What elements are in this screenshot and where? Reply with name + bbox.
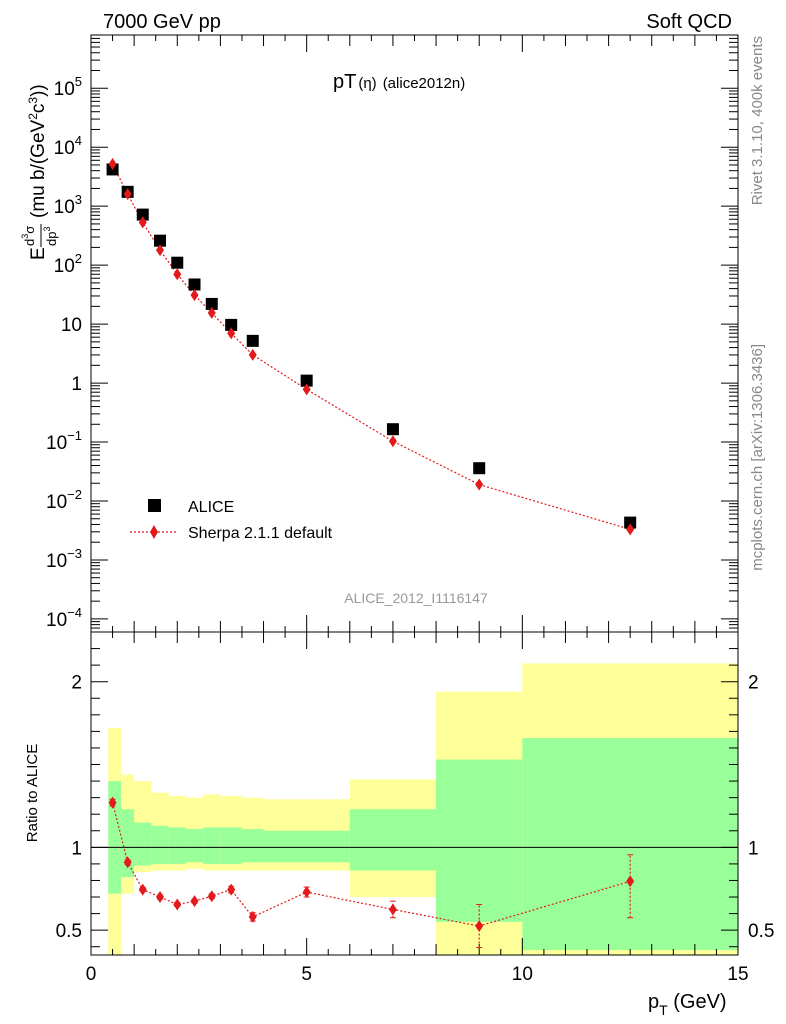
ratio-point [156,891,165,904]
main-y-axis-label: E d3σ dp3 (mu b/(GeV2c3)) [20,84,59,260]
y-tick-label: 10−2 [46,487,82,513]
x-axis: 0 5 10 15 [86,35,749,985]
ratio-y-axis: 0.5 0.5 1 1 2 2 [56,648,774,948]
y-tick-label: 10−3 [46,546,82,572]
mcplots-label: mcplots.cern.ch [arXiv:1306.3436] [749,344,766,571]
mc-point [123,188,132,201]
x-tick-label: 5 [301,964,312,985]
data-point [624,516,637,529]
band-inner [185,829,204,863]
band-inner [349,809,437,871]
ratio-point [190,895,199,908]
mc-point [475,478,484,491]
y-tick-label: 10 [61,315,82,336]
band-inner [220,827,242,864]
band-inner [263,830,350,863]
svg-text:E: E [28,247,49,260]
data-point [473,462,486,475]
data-point [246,334,259,347]
mc-point [190,289,199,302]
ratio-point [248,910,257,923]
band-inner [121,809,135,878]
mc-point [207,306,216,319]
main-series [106,157,637,536]
ratio-y-tick-label: 0.5 [748,921,774,942]
band-inner [203,827,221,864]
mc-line [112,163,631,530]
mc-point [388,435,397,448]
ratio-y-tick-label: 1 [748,838,759,859]
mc-point [302,383,311,396]
data-point [171,256,184,269]
header-category-label: Soft QCD [646,11,732,33]
band-inner [108,781,122,894]
y-tick-label: 103 [54,192,82,218]
band-inner [436,759,523,922]
svg-text:d3σ: d3σ [20,226,37,246]
mc-point [227,327,236,340]
x-tick-label: 10 [512,964,533,985]
svg-text:(mu b/(GeV2c3)): (mu b/(GeV2c3)) [26,84,49,218]
mc-point [156,244,165,257]
band-inner [151,825,169,864]
uncertainty-bands [108,663,738,955]
data-point [386,423,399,436]
ratio-point [626,875,635,888]
data-point [136,208,149,221]
data-point [205,297,218,310]
band-inner [241,829,264,863]
band-inner [168,827,186,864]
ratio-y-tick-label: 2 [71,673,82,694]
svg-text:dp3: dp3 [42,227,59,246]
rivet-events-label: Rivet 3.1.10, 400k events [749,36,766,205]
mc-point [108,157,117,170]
plot-title: pT (η) (alice2012n) [333,71,465,93]
mc-point [248,348,257,361]
mc-point [626,523,635,536]
y-tick-label: 102 [54,251,82,277]
x-tick-label: 0 [86,964,97,985]
ratio-y-axis-label: Ratio to ALICE [24,744,41,842]
main-panel-frame [90,34,739,633]
data-point [225,318,238,331]
legend: ALICE Sherpa 2.1.1 default [130,499,333,542]
band-inner [134,822,152,866]
band-inner [522,738,738,951]
y-tick-label: 105 [54,74,82,100]
x-axis-label: pT (GeV) [648,991,727,1018]
legend-data-label: ALICE [188,499,234,516]
y-tick-label: 10−1 [46,428,82,454]
ratio-point [227,883,236,896]
ratio-point [108,796,117,809]
mc-point [173,268,182,281]
legend-mc-marker [150,525,158,539]
legend-mc-label: Sherpa 2.1.1 default [188,525,333,542]
ratio-point [138,883,147,896]
data-point [154,234,167,247]
ratio-point [207,890,216,903]
ratio-y-tick-label: 1 [71,838,82,859]
y-tick-label: 10−4 [46,605,82,631]
analysis-id-label: ALICE_2012_I1116147 [344,590,488,606]
ratio-point [388,903,397,916]
ratio-series [108,796,635,949]
legend-data-marker [148,499,161,512]
ratio-point [123,856,132,869]
y-tick-label: 104 [54,133,82,159]
y-tick-label: 1 [71,374,82,395]
ratio-y-tick-label: 0.5 [56,921,82,942]
ratio-point [302,886,311,899]
x-tick-label: 15 [727,964,748,985]
ratio-y-tick-label: 2 [748,673,759,694]
main-y-axis: 10−4 10−3 10−2 10−1 1 10 102 103 104 105 [46,34,738,633]
mc-point [138,216,147,229]
header-energy-label: 7000 GeV pp [103,11,221,33]
data-point [188,278,201,291]
svg-text:pT (GeV): pT (GeV) [648,991,727,1018]
ratio-point [475,920,484,933]
data-point [300,374,313,387]
ratio-point [173,898,182,911]
